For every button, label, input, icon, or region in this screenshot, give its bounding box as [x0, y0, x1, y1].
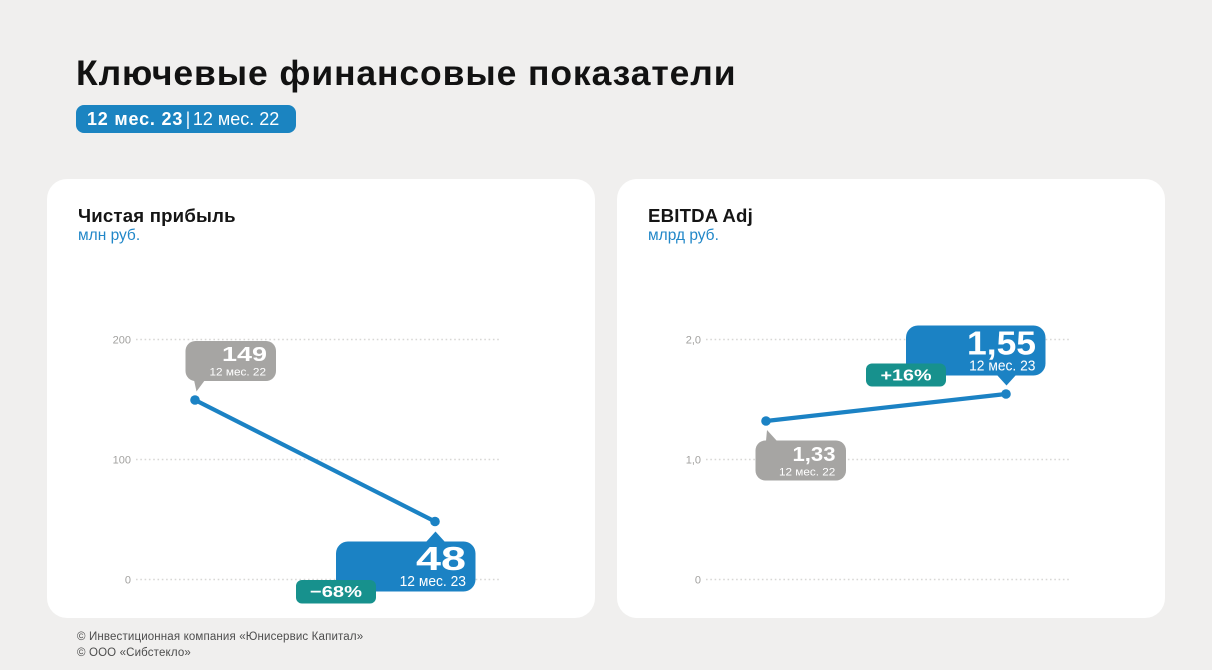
svg-text:−68%: −68% — [310, 584, 362, 601]
svg-text:149: 149 — [222, 344, 267, 366]
svg-text:12 мес. 22: 12 мес. 22 — [779, 467, 835, 479]
svg-text:100: 100 — [113, 455, 131, 467]
svg-text:1,33: 1,33 — [793, 444, 836, 466]
svg-text:0: 0 — [695, 575, 701, 587]
svg-text:1,0: 1,0 — [686, 455, 701, 467]
svg-text:48: 48 — [416, 540, 466, 577]
svg-text:12 мес. 22: 12 мес. 22 — [210, 366, 267, 378]
svg-text:12 мес. 23: 12 мес. 23 — [400, 574, 466, 590]
svg-text:+16%: +16% — [881, 367, 932, 384]
svg-text:1,55: 1,55 — [967, 325, 1036, 362]
svg-text:12 мес. 23: 12 мес. 23 — [969, 359, 1035, 375]
svg-text:2,0: 2,0 — [686, 335, 701, 347]
svg-text:200: 200 — [113, 335, 131, 347]
svg-text:0: 0 — [125, 575, 131, 587]
